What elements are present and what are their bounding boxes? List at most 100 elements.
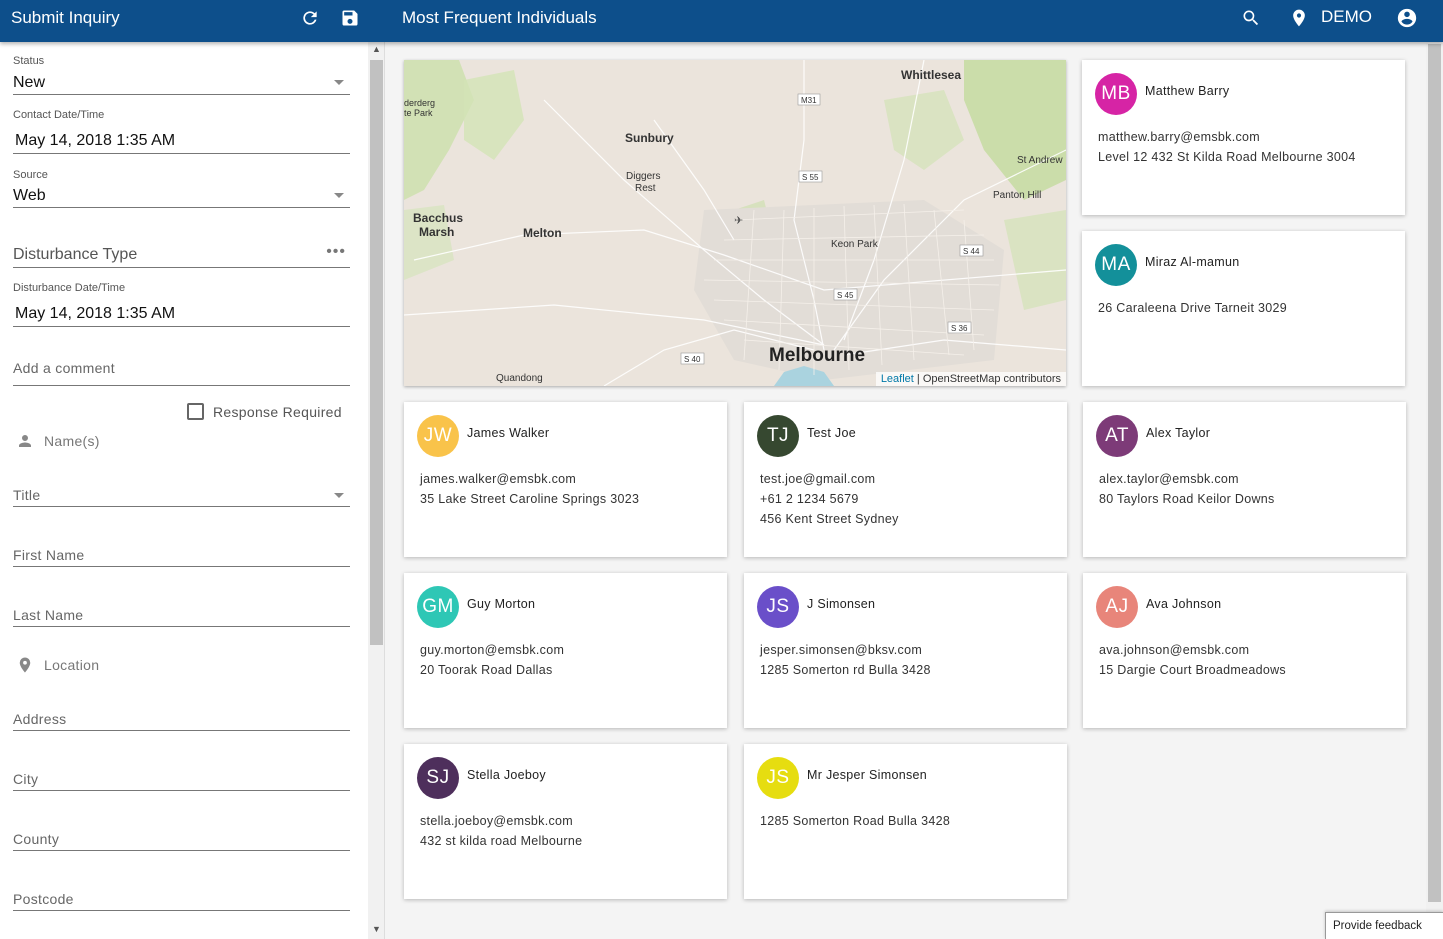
individual-detail-line: jesper.simonsen@bksv.com <box>760 643 923 657</box>
top-app-bar: Submit Inquiry Most Frequent Individuals… <box>0 0 1443 42</box>
map-label-te-park: te Park <box>404 108 433 118</box>
map-view[interactable]: Whittlesea Sunbury St Andrew Diggers Res… <box>404 60 1066 386</box>
scroll-up-arrow-icon[interactable]: ▲ <box>372 44 381 54</box>
individual-detail-line: 80 Taylors Road Keilor Downs <box>1099 492 1275 506</box>
first-name-field[interactable]: First Name <box>13 537 350 567</box>
avatar: MA <box>1095 244 1137 286</box>
panel-title: Submit Inquiry <box>11 8 120 27</box>
refresh-icon[interactable] <box>299 7 321 29</box>
avatar: JW <box>417 415 459 457</box>
scrollbar-thumb[interactable] <box>1428 44 1441 902</box>
address-placeholder: Address <box>13 711 67 727</box>
map-label-keon-park: Keon Park <box>831 239 879 250</box>
save-icon[interactable] <box>339 7 361 29</box>
individual-detail-line: 20 Toorak Road Dallas <box>420 663 553 677</box>
individual-card[interactable]: TJ Test Joe test.joe@gmail.com +61 2 1234 5… <box>744 402 1067 557</box>
city-field[interactable]: City <box>13 761 350 791</box>
status-select[interactable]: Status New <box>13 53 350 95</box>
leaflet-link[interactable]: Leaflet <box>880 373 914 385</box>
person-icon <box>19 435 31 447</box>
map-label-bacchus: Bacchus <box>413 211 463 225</box>
individual-detail-line: stella.joeboy@emsbk.com <box>420 814 573 828</box>
map-attribution: Leaflet | OpenStreetMap contributors <box>875 372 1066 386</box>
map-label-marsh: Marsh <box>419 225 454 239</box>
individual-detail-line: 1285 Somerton Road Bulla 3428 <box>760 814 951 828</box>
individual-card[interactable]: GM Guy Morton guy.morton@emsbk.com 20 Toora… <box>404 573 727 728</box>
individual-card[interactable]: JS J Simonsen jesper.simonsen@bksv.com 1285… <box>744 573 1067 728</box>
disturbance-type-field[interactable]: Disturbance Type ••• <box>13 238 350 268</box>
individual-detail-line: matthew.barry@emsbk.com <box>1098 130 1260 144</box>
more-options-icon[interactable]: ••• <box>326 243 346 260</box>
avatar: JS <box>757 586 799 628</box>
map-label-panton-hill: Panton Hill <box>993 190 1041 201</box>
names-section-label: Name(s) <box>44 433 100 449</box>
individual-name: James Walker <box>467 426 550 440</box>
content-scrollbar[interactable] <box>1426 42 1443 939</box>
scroll-down-arrow-icon[interactable]: ▼ <box>372 924 381 934</box>
individual-detail-line: 432 st kilda road Melbourne <box>420 834 583 848</box>
individual-card[interactable]: JW James Walker james.walker@emsbk.com 35 L… <box>404 402 727 557</box>
left-panel-scrollbar[interactable]: ▲ ▼ <box>368 42 385 939</box>
response-required-checkbox[interactable]: Response Required <box>187 403 342 420</box>
map-tiles: Whittlesea Sunbury St Andrew Diggers Res… <box>404 60 1066 386</box>
individual-card[interactable]: AT Alex Taylor alex.taylor@emsbk.com 80 Tay… <box>1083 402 1406 557</box>
individual-name: Alex Taylor <box>1146 426 1211 440</box>
individual-detail-line: 1285 Somerton rd Bulla 3428 <box>760 663 931 677</box>
first-name-placeholder: First Name <box>13 547 85 563</box>
provide-feedback-button[interactable]: Provide feedback <box>1325 912 1443 939</box>
address-field[interactable]: Address <box>13 701 350 731</box>
road-shield-s36: S 36 <box>951 324 968 333</box>
disturbance-datetime-value: May 14, 2018 1:35 AM <box>15 305 176 322</box>
location-pin-icon[interactable] <box>1288 7 1310 29</box>
search-icon[interactable] <box>1240 7 1262 29</box>
individual-name: Guy Morton <box>467 597 536 611</box>
avatar: GM <box>417 586 459 628</box>
avatar: AT <box>1096 415 1138 457</box>
location-selector-label[interactable]: DEMO <box>1321 7 1372 26</box>
road-shield-s40: S 40 <box>684 355 701 364</box>
individual-detail-line: alex.taylor@emsbk.com <box>1099 472 1239 486</box>
individual-card[interactable]: JS Mr Jesper Simonsen 1285 Somerton Road B… <box>744 744 1067 899</box>
individual-card[interactable]: AJ Ava Johnson ava.johnson@emsbk.com 15 Dar… <box>1083 573 1406 728</box>
individual-detail-line: james.walker@emsbk.com <box>420 472 577 486</box>
checkbox-box[interactable] <box>187 403 204 420</box>
source-label: Source <box>13 169 48 181</box>
source-select[interactable]: Source Web <box>13 167 350 208</box>
individual-detail-line: ava.johnson@emsbk.com <box>1099 643 1250 657</box>
chevron-down-icon <box>334 493 344 498</box>
map-label-rest: Rest <box>635 183 656 194</box>
postcode-placeholder: Postcode <box>13 891 74 907</box>
status-value: New <box>13 74 46 91</box>
avatar: SJ <box>417 757 459 799</box>
disturbance-type-placeholder: Disturbance Type <box>13 246 138 263</box>
location-pin-icon <box>19 657 31 673</box>
scrollbar-thumb[interactable] <box>370 60 383 645</box>
postcode-field[interactable]: Postcode <box>13 881 350 911</box>
individual-card[interactable]: MB Matthew Barry matthew.barry@emsbk.com Le… <box>1082 60 1405 215</box>
individual-card[interactable]: MA Miraz Al-mamun 26 Caraleena Drive Tarne… <box>1082 231 1405 386</box>
osm-attribution: | OpenStreetMap contributors <box>913 373 1061 385</box>
individual-card[interactable]: SJ Stella Joeboy stella.joeboy@emsbk.com 43… <box>404 744 727 899</box>
page-title: Most Frequent Individuals <box>402 8 597 27</box>
comment-field[interactable]: Add a comment <box>13 352 350 386</box>
individual-name: Mr Jesper Simonsen <box>807 768 928 782</box>
names-section-header: Name(s) <box>16 432 100 450</box>
map-label-sunbury: Sunbury <box>625 131 674 145</box>
comment-placeholder: Add a comment <box>13 360 115 376</box>
individual-detail-line: guy.morton@emsbk.com <box>420 643 565 657</box>
location-section-header: Location <box>16 655 99 675</box>
account-icon[interactable] <box>1396 7 1418 29</box>
disturbance-datetime-field[interactable]: Disturbance Date/Time May 14, 2018 1:35 … <box>13 280 350 327</box>
map-label-diggers: Diggers <box>626 171 660 182</box>
avatar: MB <box>1095 73 1137 115</box>
city-placeholder: City <box>13 771 39 787</box>
county-placeholder: County <box>13 831 60 847</box>
title-select[interactable]: Title <box>13 478 350 507</box>
last-name-field[interactable]: Last Name <box>13 597 350 627</box>
county-field[interactable]: County <box>13 821 350 851</box>
map-label-whittlesea: Whittlesea <box>901 68 961 82</box>
contact-datetime-field[interactable]: Contact Date/Time May 14, 2018 1:35 AM <box>13 107 350 154</box>
individual-name: Ava Johnson <box>1146 597 1222 611</box>
individual-detail-line: 456 Kent Street Sydney <box>760 512 899 526</box>
disturbance-datetime-label: Disturbance Date/Time <box>13 282 126 294</box>
